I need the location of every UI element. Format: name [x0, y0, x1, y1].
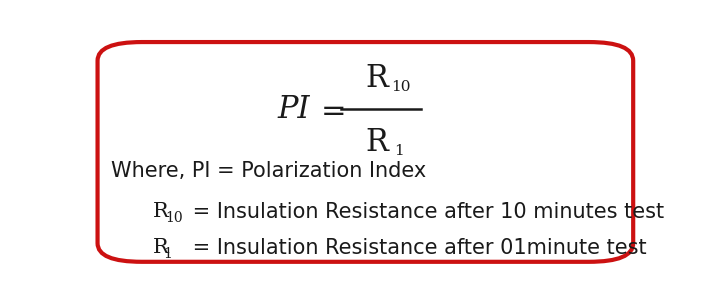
Text: 1: 1	[163, 247, 172, 261]
Text: 1: 1	[394, 144, 404, 158]
Text: PI: PI	[278, 94, 311, 125]
Text: = Insulation Resistance after 01minute test: = Insulation Resistance after 01minute t…	[186, 238, 647, 258]
Text: 10: 10	[166, 210, 183, 225]
Text: $=$: $=$	[315, 94, 345, 125]
Text: R: R	[366, 63, 388, 94]
Text: 10: 10	[391, 80, 411, 95]
Text: R: R	[153, 238, 169, 257]
Text: R: R	[366, 127, 388, 158]
Text: = Insulation Resistance after 10 minutes test: = Insulation Resistance after 10 minutes…	[186, 202, 664, 222]
Text: R: R	[153, 202, 169, 221]
FancyBboxPatch shape	[98, 42, 633, 262]
Text: Where, PI = Polarization Index: Where, PI = Polarization Index	[111, 161, 427, 181]
